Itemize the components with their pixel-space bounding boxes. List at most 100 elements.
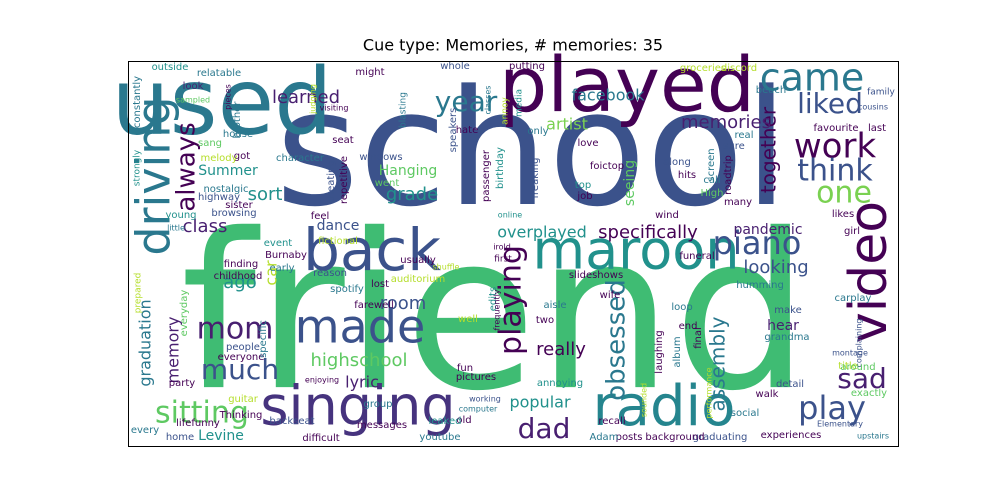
word: family [867, 88, 895, 98]
word: loop [671, 302, 692, 313]
word: birthday [495, 147, 506, 189]
word: facebook [571, 86, 645, 105]
word: carplay [835, 293, 872, 304]
word: whole [440, 61, 470, 72]
word: beach [756, 85, 786, 96]
word: played [499, 40, 755, 129]
word: old [456, 415, 471, 426]
word: shuffle [433, 263, 460, 272]
word: every [131, 425, 159, 436]
word: detail [776, 379, 804, 390]
word: together [757, 106, 781, 193]
chart-title: Cue type: Memories, # memories: 35 [363, 36, 663, 55]
word: reason [313, 268, 347, 279]
word: year [435, 85, 498, 118]
word: school [276, 55, 789, 242]
word: early [269, 263, 294, 274]
word: end [679, 321, 698, 332]
word: spotify [330, 284, 364, 295]
word: ago [223, 272, 256, 293]
word: roadtrip [723, 155, 734, 195]
word: along [663, 157, 691, 168]
word: pieces [224, 84, 233, 110]
word: windows [359, 152, 402, 163]
word: sister [225, 200, 253, 211]
word: party [169, 378, 196, 389]
word: mom [197, 312, 274, 347]
word: edits [488, 287, 499, 311]
word: fun [457, 363, 473, 374]
word: farewell [354, 300, 394, 311]
word: young [165, 210, 196, 221]
word: hear [767, 318, 799, 334]
word: laughing [654, 330, 665, 373]
word: specific [258, 320, 269, 358]
word: pictures [456, 372, 496, 383]
word: recall [598, 416, 625, 427]
word: difficult [302, 433, 339, 444]
word: home [166, 432, 194, 443]
word: always [172, 122, 202, 211]
word: Elementary [817, 420, 863, 429]
word: annoying [537, 378, 583, 389]
word: prepared [134, 273, 144, 314]
word: groceries [680, 63, 726, 74]
word: enjoying [305, 376, 339, 385]
word: really [536, 339, 586, 360]
word: seeing [622, 160, 638, 206]
word: hate [456, 125, 479, 136]
word: cheating [326, 160, 337, 204]
word: made [295, 300, 426, 354]
word: Hanging [379, 163, 438, 179]
word: leaked [429, 416, 462, 427]
word: last [868, 123, 886, 134]
word: video [839, 201, 899, 343]
word: cousins [858, 103, 888, 112]
word: much [201, 353, 279, 386]
word: sampled [176, 96, 210, 105]
word: popular [509, 393, 570, 412]
word: discord [721, 63, 757, 74]
word: background [645, 432, 704, 443]
word: finding [224, 259, 258, 270]
word: humming [736, 280, 784, 291]
word: got [234, 151, 250, 162]
word: driving [127, 96, 181, 255]
word: browsing [211, 208, 256, 219]
word: think [797, 154, 873, 189]
word: blasting [399, 92, 409, 128]
word: irold [493, 243, 511, 252]
word: piano [713, 224, 802, 262]
word: first [494, 255, 512, 265]
word: character [276, 153, 325, 164]
word: back [303, 216, 441, 284]
word: dad [518, 412, 571, 445]
word: sort [248, 184, 283, 205]
word: guitar [228, 394, 259, 405]
word: funeral [679, 251, 714, 262]
word: backseat [269, 416, 314, 427]
word: exactly [851, 388, 887, 399]
word: only [527, 126, 548, 137]
plot-frame [128, 61, 899, 447]
word: posts [616, 432, 643, 443]
word: likes [832, 209, 854, 220]
word: class [183, 216, 228, 237]
word: annoy [501, 96, 511, 124]
word: repetitive [339, 156, 350, 204]
word: little [167, 224, 185, 233]
word: aisle [543, 300, 566, 311]
word: highway [198, 192, 240, 203]
word: love [578, 138, 599, 149]
word: childhood [214, 271, 263, 282]
word: sad [837, 362, 887, 395]
word: overplayed [497, 223, 587, 242]
word: fictional [318, 236, 358, 247]
word: sounded [640, 383, 649, 417]
word: media [515, 89, 525, 117]
word: Thinking [219, 410, 263, 421]
word: montage [832, 349, 868, 358]
word: everyone [218, 352, 265, 363]
